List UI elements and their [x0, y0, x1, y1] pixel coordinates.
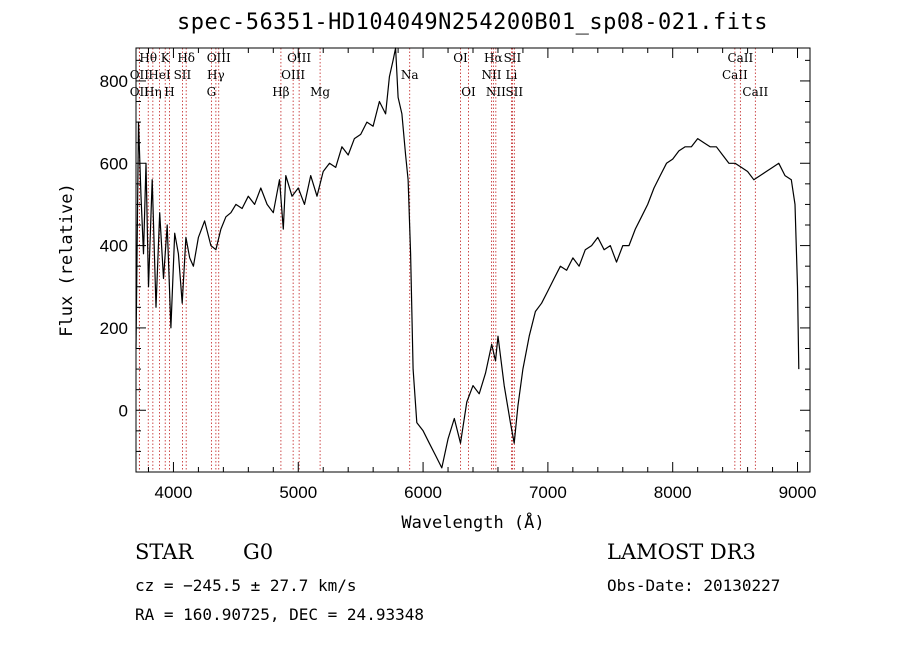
- line-label: OI: [461, 85, 476, 99]
- y-tick-label: 800: [100, 72, 128, 91]
- redshift-text: cz = −245.5 ± 27.7 km/s: [135, 576, 357, 595]
- line-label: CaII: [742, 85, 768, 99]
- line-label: SII: [504, 51, 522, 65]
- plot-frame: [135, 47, 811, 473]
- line-label: Hα: [484, 51, 503, 65]
- line-label: SII: [174, 68, 192, 82]
- line-label: G: [207, 85, 217, 99]
- line-label: HeI: [148, 68, 171, 82]
- line-label: Hθ: [139, 51, 157, 65]
- chart-title: spec-56351-HD104049N254200B01_sp08-021.f…: [176, 10, 769, 35]
- line-label: K: [161, 51, 171, 65]
- spectrum-line: [135, 47, 800, 469]
- y-tick-label: 600: [100, 154, 128, 173]
- radec-text: RA = 160.90725, DEC = 24.93348: [135, 605, 424, 624]
- x-tick-label: 5000: [279, 483, 317, 502]
- line-label: OIII: [281, 68, 305, 82]
- line-label: Hδ: [177, 51, 195, 65]
- x-tick-label: 9000: [779, 483, 817, 502]
- line-label: Hβ: [272, 85, 289, 99]
- x-tick-label: 6000: [404, 483, 442, 502]
- line-label: Na: [401, 68, 419, 82]
- line-label: NII: [481, 68, 501, 82]
- y-axis-label: Flux (relative): [57, 183, 77, 337]
- y-tick-label: 0: [119, 401, 128, 420]
- line-label: H: [164, 85, 174, 99]
- class-label: STAR: [135, 540, 194, 564]
- line-label: OIII: [207, 51, 231, 65]
- line-label: NII: [486, 85, 506, 99]
- obs-date-text: Obs-Date: 20130227: [607, 576, 781, 595]
- line-label: Hη: [144, 85, 162, 99]
- line-label: OII: [130, 68, 150, 82]
- line-label: Mg: [310, 85, 330, 99]
- x-tick-label: 7000: [529, 483, 567, 502]
- line-label: CaII: [722, 68, 748, 82]
- subclass-label: G0: [243, 540, 274, 564]
- line-label: CaII: [727, 51, 753, 65]
- survey-label: LAMOST DR3: [607, 540, 756, 564]
- line-label: Hγ: [207, 68, 225, 82]
- line-label: OIII: [287, 51, 311, 65]
- x-tick-label: 4000: [155, 483, 193, 502]
- x-tick-label: 8000: [654, 483, 692, 502]
- line-label: Li: [506, 68, 518, 82]
- line-label: SII: [505, 85, 523, 99]
- x-axis-label: Wavelength (Å): [401, 511, 544, 533]
- line-label: OII: [130, 85, 150, 99]
- line-label: OI: [453, 51, 468, 65]
- y-tick-label: 400: [100, 237, 128, 256]
- y-tick-label: 200: [100, 319, 128, 338]
